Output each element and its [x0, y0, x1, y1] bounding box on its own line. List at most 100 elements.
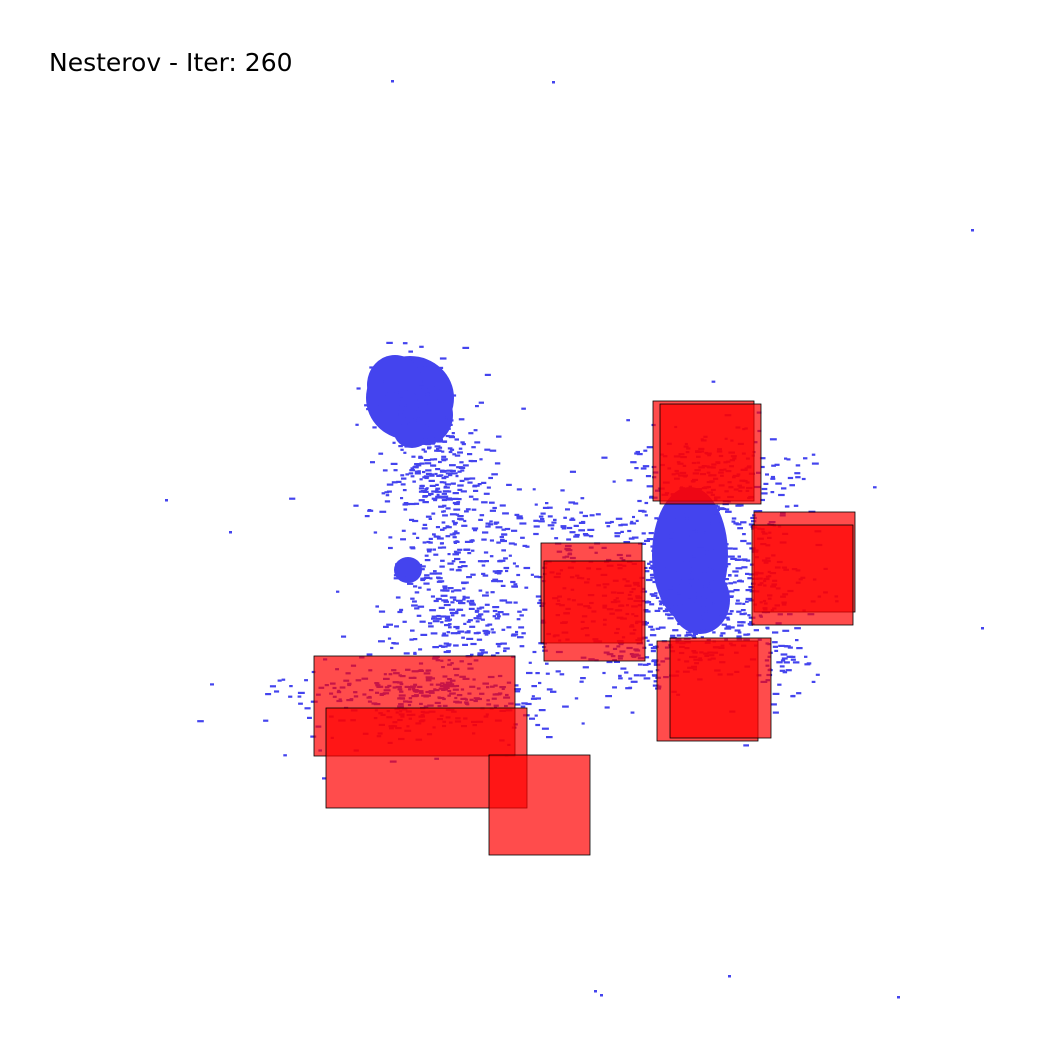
standard-cell — [569, 470, 576, 473]
standard-cell — [387, 372, 393, 375]
standard-cell — [435, 386, 441, 389]
standard-cell — [651, 659, 659, 662]
standard-cell — [437, 546, 443, 549]
standard-cell — [446, 589, 450, 592]
standard-cell — [680, 600, 687, 603]
standard-cell — [437, 535, 441, 538]
standard-cell — [416, 563, 423, 567]
standard-cell — [433, 553, 439, 556]
standard-cell — [733, 522, 739, 525]
standard-cell — [581, 722, 585, 725]
standard-cell — [438, 474, 444, 477]
standard-cell — [433, 499, 438, 502]
standard-cell — [668, 565, 674, 569]
standard-cell — [460, 441, 465, 444]
standard-cell — [412, 600, 417, 603]
macro-block — [543, 560, 646, 662]
standard-cell — [719, 615, 724, 619]
standard-cell — [265, 693, 272, 696]
standard-cell — [745, 597, 753, 600]
standard-cell — [398, 445, 403, 448]
standard-cell — [732, 570, 739, 573]
standard-cell — [443, 603, 451, 607]
standard-cell — [423, 576, 430, 579]
standard-cell — [698, 589, 704, 592]
standard-cell — [811, 462, 819, 465]
standard-cell — [736, 580, 742, 583]
standard-cell — [429, 458, 435, 461]
standard-cell — [492, 570, 499, 573]
standard-cell — [428, 517, 432, 520]
standard-cell — [402, 620, 407, 623]
standard-cell — [538, 515, 544, 518]
standard-cell — [659, 568, 664, 571]
standard-cell — [515, 703, 521, 706]
standard-cell — [644, 656, 650, 659]
standard-cell — [399, 404, 407, 407]
standard-cell — [433, 458, 438, 461]
standard-cell — [677, 622, 684, 626]
standard-cell — [393, 469, 398, 472]
standard-cell — [528, 661, 532, 664]
standard-cell — [420, 396, 428, 399]
standard-cell — [396, 480, 402, 483]
standard-cell — [674, 558, 678, 561]
standard-cell — [449, 608, 455, 611]
standard-cell — [692, 600, 699, 603]
standard-cell — [522, 544, 528, 547]
standard-cell — [642, 465, 650, 468]
standard-cell — [428, 537, 433, 540]
standard-cell — [412, 442, 419, 445]
standard-cell — [514, 690, 521, 693]
standard-cell — [759, 457, 766, 460]
standard-cell — [444, 624, 451, 627]
standard-cell — [711, 538, 716, 541]
standard-cell — [727, 547, 733, 550]
standard-cell — [406, 439, 411, 442]
standard-cell — [455, 551, 461, 554]
standard-cell — [401, 529, 406, 532]
standard-cell — [460, 490, 467, 493]
standard-cell — [414, 472, 421, 475]
standard-cell — [625, 687, 632, 690]
standard-cell — [614, 532, 621, 535]
standard-cell — [464, 477, 471, 480]
standard-cell — [461, 614, 466, 617]
standard-cell — [378, 452, 384, 455]
standard-cell — [439, 542, 444, 545]
standard-cell — [682, 604, 687, 607]
standard-cell — [601, 456, 608, 459]
standard-cell — [711, 509, 715, 512]
standard-cell — [513, 543, 517, 546]
standard-cell — [439, 565, 445, 568]
standard-cell — [426, 390, 432, 393]
standard-cell — [687, 606, 695, 609]
standard-cell — [683, 527, 690, 530]
standard-cell — [691, 634, 696, 637]
standard-cell — [771, 703, 777, 706]
standard-cell — [508, 554, 512, 557]
standard-cell — [540, 518, 545, 521]
standard-cell — [459, 461, 464, 464]
standard-cell — [534, 575, 540, 578]
standard-cell — [712, 518, 719, 521]
standard-cell — [724, 627, 732, 630]
standard-cell — [422, 541, 427, 544]
standard-cell — [700, 629, 706, 632]
standard-cell — [669, 613, 676, 616]
standard-cell — [496, 435, 502, 438]
standard-cell — [421, 388, 428, 391]
standard-cell — [793, 504, 799, 507]
standard-cell — [689, 583, 694, 586]
standard-cell — [535, 595, 542, 598]
standard-cell — [562, 705, 569, 708]
standard-cell — [462, 464, 469, 467]
standard-cell — [475, 405, 479, 408]
standard-cell — [431, 615, 437, 618]
standard-cell — [445, 535, 451, 538]
standard-cell — [636, 453, 643, 456]
standard-cell — [449, 436, 455, 439]
standard-cell — [417, 605, 425, 608]
standard-cell — [443, 600, 449, 603]
